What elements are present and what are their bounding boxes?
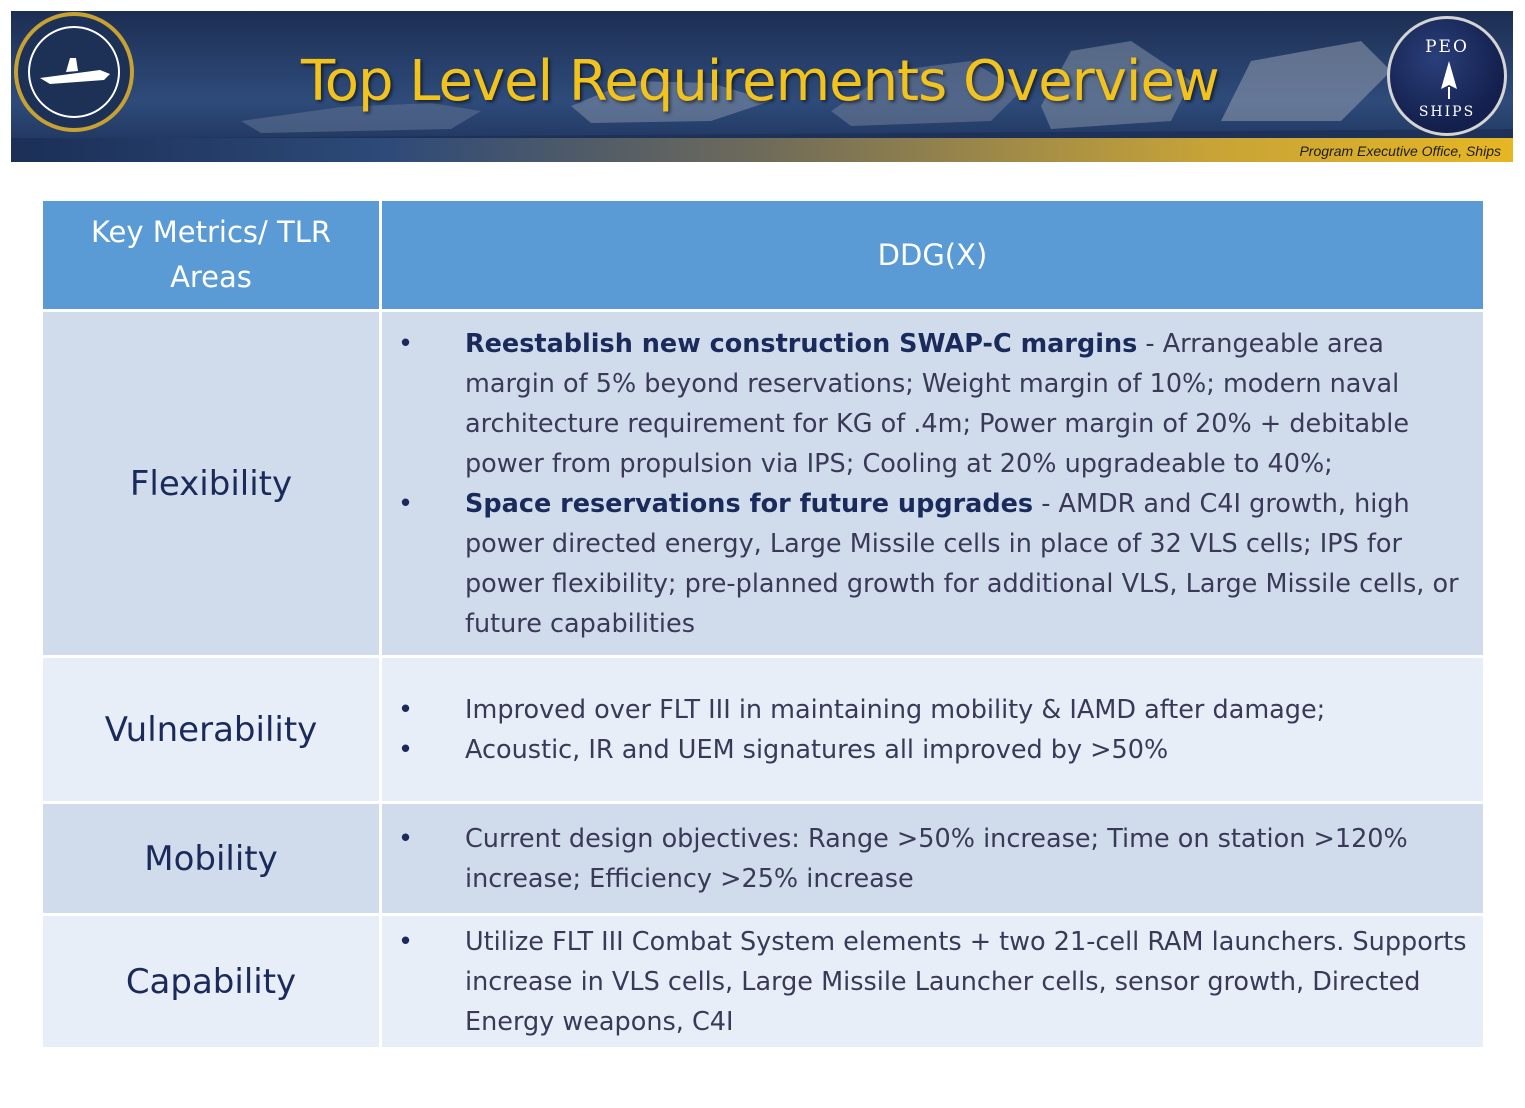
desc-capability: Utilize FLT III Combat System elements +… [382, 913, 1483, 1047]
requirements-table: Key Metrics/ TLR Areas DDG(X) Flexibilit… [43, 201, 1483, 1047]
list-item: Space reservations for future upgrades -… [398, 484, 1471, 644]
header-key-metrics-label: Key Metrics/ TLR Areas [90, 215, 332, 294]
banner-strip [11, 138, 1513, 162]
table-row: Mobility Current design objectives: Rang… [43, 801, 1483, 913]
metric-flexibility: Flexibility [43, 309, 382, 655]
destroyer-icon [40, 58, 110, 84]
list-item: Improved over FLT III in maintaining mob… [398, 690, 1471, 730]
header-banner: Top Level Requirements Overview PEO SHIP… [11, 11, 1513, 162]
table-row: Vulnerability Improved over FLT III in m… [43, 655, 1483, 801]
header-key-metrics: Key Metrics/ TLR Areas [43, 201, 382, 309]
desc-mobility: Current design objectives: Range >50% in… [382, 801, 1483, 913]
metric-mobility: Mobility [43, 801, 382, 913]
list-item: Acoustic, IR and UEM signatures all impr… [398, 730, 1471, 770]
logo-ships-text: SHIPS [1418, 104, 1476, 120]
table-row: Flexibility Reestablish new construction… [43, 309, 1483, 655]
item-text: - Arrangeable area margin of 5% beyond r… [465, 328, 1410, 479]
item-lead: Reestablish new construction SWAP-C marg… [465, 328, 1138, 359]
desc-vulnerability: Improved over FLT III in maintaining mob… [382, 655, 1483, 801]
desc-flexibility: Reestablish new construction SWAP-C marg… [382, 309, 1483, 655]
item-text: - AMDR and C4I growth, high power direct… [465, 488, 1459, 639]
sail-icon [1441, 61, 1457, 99]
office-caption: Program Executive Office, Ships [1299, 143, 1501, 159]
list-item: Utilize FLT III Combat System elements +… [398, 922, 1471, 1042]
list-item: Current design objectives: Range >50% in… [398, 819, 1471, 899]
peo-ships-logo: PEO SHIPS [1387, 16, 1507, 136]
list-item: Reestablish new construction SWAP-C marg… [398, 324, 1471, 484]
header-ddgx: DDG(X) [382, 201, 1483, 309]
metric-vulnerability: Vulnerability [43, 655, 382, 801]
page-title: Top Level Requirements Overview [301, 49, 1220, 114]
table-row: Capability Utilize FLT III Combat System… [43, 913, 1483, 1047]
metric-capability: Capability [43, 913, 382, 1047]
logo-peo-text: PEO [1425, 37, 1469, 57]
item-lead: Space reservations for future upgrades [465, 488, 1034, 519]
pms460-seal [14, 12, 134, 132]
